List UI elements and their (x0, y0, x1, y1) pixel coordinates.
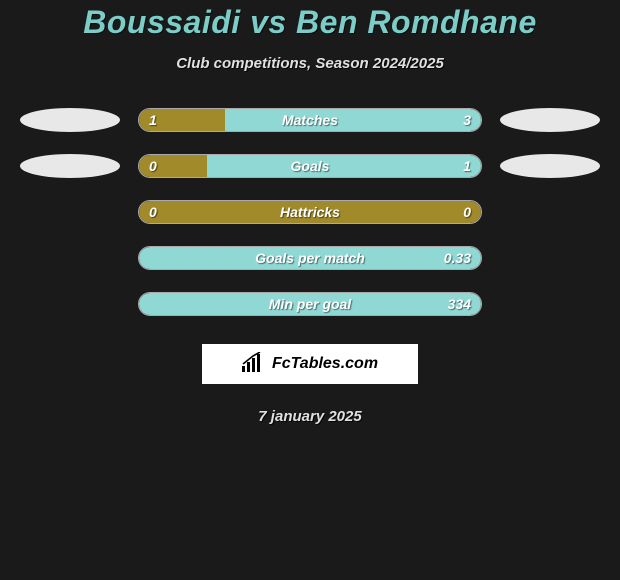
stat-bar: 1 Matches 3 (138, 108, 482, 132)
stat-value-left: 0 (149, 158, 157, 174)
bar-segment-right (207, 155, 481, 177)
spacer (20, 246, 120, 270)
stat-bar: Min per goal 334 (138, 292, 482, 316)
stat-bar: Goals per match 0.33 (138, 246, 482, 270)
stat-value-left: 1 (149, 112, 157, 128)
stat-value-right: 3 (463, 112, 471, 128)
stat-label: Matches (282, 112, 338, 128)
stat-label: Hattricks (280, 204, 340, 220)
date: 7 january 2025 (258, 408, 361, 425)
spacer (500, 200, 600, 224)
player-marker-right (500, 154, 600, 178)
spacer (20, 200, 120, 224)
player-marker-right (500, 108, 600, 132)
stat-label: Goals (291, 158, 330, 174)
stat-row: 0 Goals 1 (0, 154, 620, 178)
stat-label: Min per goal (269, 296, 351, 312)
stat-value-right: 334 (448, 296, 471, 312)
brand-name: FcTables.com (272, 355, 378, 373)
stat-value-right: 1 (463, 158, 471, 174)
stat-value-right: 0.33 (444, 250, 471, 266)
stat-bar: 0 Hattricks 0 (138, 200, 482, 224)
brand-box: FcTables.com (202, 344, 418, 384)
stat-label: Goals per match (255, 250, 365, 266)
stat-value-right: 0 (463, 204, 471, 220)
player-marker-left (20, 154, 120, 178)
stat-row: 1 Matches 3 (0, 108, 620, 132)
chart-area: 1 Matches 3 0 Goals 1 0 Hattricks 0 Goals per mat… (0, 108, 620, 338)
spacer (500, 292, 600, 316)
stat-row: Goals per match 0.33 (0, 246, 620, 270)
stat-value-left: 0 (149, 204, 157, 220)
subtitle: Club competitions, Season 2024/2025 (176, 55, 444, 72)
brand-icon (242, 352, 266, 377)
comparison-infographic: Boussaidi vs Ben Romdhane Club competiti… (0, 0, 620, 425)
player-marker-left (20, 108, 120, 132)
stat-row: Min per goal 334 (0, 292, 620, 316)
stat-row: 0 Hattricks 0 (0, 200, 620, 224)
page-title: Boussaidi vs Ben Romdhane (83, 4, 536, 41)
spacer (500, 246, 600, 270)
spacer (20, 292, 120, 316)
stat-bar: 0 Goals 1 (138, 154, 482, 178)
bar-segment-right (225, 109, 482, 131)
